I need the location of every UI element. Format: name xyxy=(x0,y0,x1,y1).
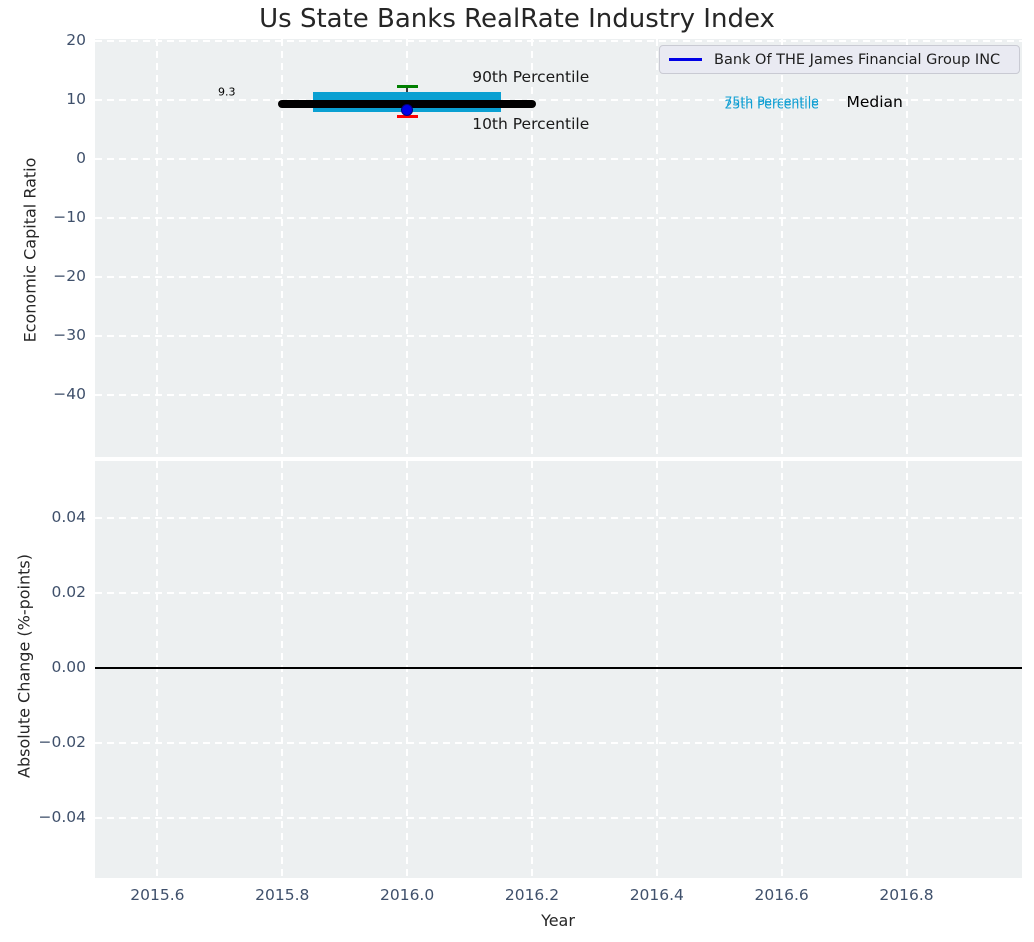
top-plot-area: 9.3 90th Percentile 10th Percentile 75th Pe… xyxy=(95,39,1022,457)
gridline-horizontal xyxy=(95,393,1022,396)
y-tick-label: 0.00 xyxy=(51,658,86,676)
y-tick-label: −10 xyxy=(53,207,86,226)
annotation-90th-percentile: 90th Percentile xyxy=(472,68,590,87)
gridline-vertical xyxy=(905,461,908,878)
y-tick-label: 0.04 xyxy=(51,508,86,526)
x-tick-label: 2016.0 xyxy=(379,886,435,904)
gridline-horizontal xyxy=(95,216,1022,219)
y-tick-label: 20 xyxy=(66,30,86,49)
gridline-vertical xyxy=(780,39,783,457)
annotation-25th-percentile: 25th Percentile xyxy=(724,96,819,112)
x-tick-label: 2016.2 xyxy=(504,886,560,904)
x-tick-label: 2016.8 xyxy=(879,886,934,904)
gridline-vertical xyxy=(655,461,658,878)
chart-title: Us State Banks RealRate Industry Index xyxy=(259,4,775,34)
y-tick-label: −40 xyxy=(53,384,86,403)
annotation-median: Median xyxy=(846,93,903,112)
gridline-vertical xyxy=(156,461,159,878)
gridline-vertical xyxy=(281,461,284,878)
y-axis-label-top: Economic Capital Ratio xyxy=(20,157,40,343)
y-tick-label: 10 xyxy=(66,89,86,108)
legend-line-sample xyxy=(669,58,702,61)
gridline-horizontal xyxy=(95,39,1022,42)
gridline-horizontal xyxy=(95,98,1022,101)
bottom-plot-area xyxy=(95,461,1022,878)
zero-line xyxy=(95,667,1022,669)
gridline-vertical xyxy=(406,39,409,457)
annotation-9-3: 9.3 xyxy=(217,85,236,99)
gridline-vertical xyxy=(530,461,533,878)
annotation-75th-percentile: 75th Percentile xyxy=(724,93,819,109)
gridline-horizontal xyxy=(95,275,1022,278)
legend-label: Bank Of THE James Financial Group INC xyxy=(714,51,1001,68)
gridline-horizontal xyxy=(95,817,1022,819)
p90-cap xyxy=(396,84,418,88)
p10-cap xyxy=(396,114,418,118)
x-axis-label: Year xyxy=(541,911,575,930)
gridline-vertical xyxy=(780,461,783,878)
gridline-horizontal xyxy=(95,742,1022,744)
y-tick-label: −0.04 xyxy=(38,808,87,826)
gridline-horizontal xyxy=(95,157,1022,160)
gridline-vertical xyxy=(406,461,409,878)
gridline-vertical xyxy=(156,39,159,457)
x-tick-label: 2015.6 xyxy=(130,886,185,904)
x-tick-label: 2015.8 xyxy=(255,886,310,904)
y-tick-label: −0.02 xyxy=(38,733,87,751)
y-tick-label: −30 xyxy=(53,325,86,344)
gridline-vertical xyxy=(905,39,908,457)
x-tick-label: 2016.4 xyxy=(629,886,684,904)
y-tick-label: 0 xyxy=(76,148,86,167)
gridline-vertical xyxy=(281,39,284,457)
annotation-10th-percentile: 10th Percentile xyxy=(472,115,590,134)
company-marker xyxy=(401,104,414,117)
median-line xyxy=(278,99,537,109)
gridline-vertical xyxy=(530,39,533,457)
y-tick-label: 0.02 xyxy=(51,583,86,601)
y-tick-label: −20 xyxy=(53,266,86,285)
gridline-horizontal xyxy=(95,592,1022,594)
legend: Bank Of THE James Financial Group INC xyxy=(659,45,1020,74)
gridline-horizontal xyxy=(95,517,1022,519)
gridline-horizontal xyxy=(95,334,1022,337)
gridline-vertical xyxy=(655,39,658,457)
x-tick-label: 2016.6 xyxy=(754,886,809,904)
